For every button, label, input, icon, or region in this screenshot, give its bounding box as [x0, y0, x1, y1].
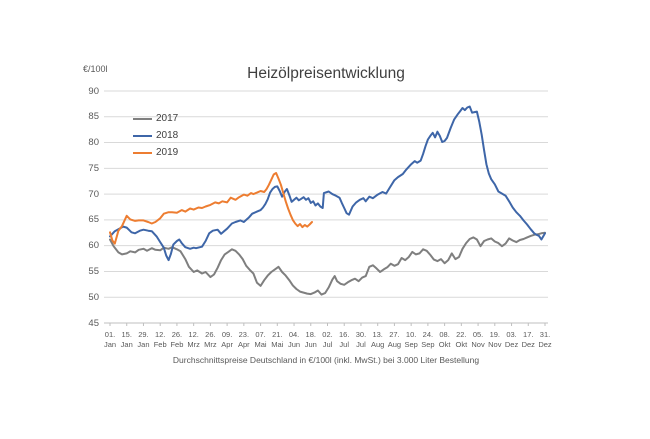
x-tick-label-09-Apr: 09. Apr [221, 330, 233, 349]
legend-label-2018: 2018 [156, 130, 179, 141]
y-tick-label-50: 50 [88, 291, 99, 303]
y-tick-label-80: 80 [88, 137, 99, 149]
x-tick-label-05-Nov: 05. Nov [471, 330, 485, 349]
legend-line-swatch-2018 [133, 134, 152, 137]
chart-title: Heizölpreisentwicklung [247, 65, 405, 82]
x-tick-label-19-Nov: 19. Nov [488, 330, 502, 349]
y-tick-label-65: 65 [88, 214, 99, 226]
legend-label-2019: 2019 [156, 147, 179, 158]
x-tick-label-08-Okt: 08. Okt [438, 330, 451, 349]
x-tick-label-16-Jul: 16. Jul [339, 330, 350, 349]
x-tick-label-31-Dez: 31. Dez [538, 330, 552, 349]
y-tick-label-90: 90 [88, 85, 99, 97]
y-tick-label-85: 85 [88, 111, 99, 123]
x-tick-label-26-Mrz: 26. Mrz [204, 330, 217, 349]
x-tick-label-26-Feb: 26. Feb [170, 330, 184, 349]
y-tick-label-55: 55 [88, 265, 99, 277]
chart-caption: Durchschnittspreise Deutschland in €/100… [172, 355, 480, 365]
y-tick-label-70: 70 [88, 188, 99, 200]
legend-item-2019: 2019 [133, 144, 178, 161]
x-tick-label-23-Apr: 23. Apr [238, 330, 250, 349]
x-tick-label-21-Mai: 21. Mai [271, 330, 284, 349]
x-tick-label-24-Sep: 24. Sep [421, 330, 435, 349]
x-tick-label-29-Jan: 29. Jan [137, 330, 150, 349]
legend-line-swatch-2017 [133, 117, 152, 120]
x-tick-label-04-Jun: 04. Jun [287, 330, 301, 349]
x-tick-label-01-Jan: 01. Jan [103, 330, 117, 349]
x-tick-label-30-Jul: 30. Jul [355, 330, 367, 349]
x-tick-label-03-Dez: 03. Dez [504, 330, 519, 349]
series-line-2018 [109, 105, 546, 262]
x-tick-label-12-Feb: 12. Feb [153, 330, 167, 349]
x-tick-label-13-Aug: 13. Aug [371, 330, 385, 349]
x-tick-label-10-Sep: 10. Sep [404, 330, 418, 349]
legend-item-2017: 2017 [133, 110, 178, 127]
x-tick-label-15-Jan: 15. Jan [120, 330, 133, 349]
legend-item-2018: 2018 [133, 127, 178, 144]
legend-label-2017: 2017 [156, 113, 179, 124]
x-tick-label-17-Dez: 17. Dez [521, 330, 535, 349]
x-tick-label-02-Jul: 02. Jul [322, 330, 333, 349]
y-tick-label-75: 75 [88, 162, 99, 174]
y-tick-label-45: 45 [88, 317, 99, 329]
legend: 2017 2018 2019 [133, 110, 178, 161]
x-tick-label-12-Mrz: 12. Mrz [187, 330, 200, 349]
x-tick-label-27-Aug: 27. Aug [387, 330, 402, 349]
x-tick-label-22-Okt: 22. Okt [455, 330, 468, 349]
y-axis-unit-label: €/100l [83, 64, 108, 74]
series-line-2019 [109, 172, 313, 245]
y-tick-label-60: 60 [88, 240, 99, 252]
x-tick-label-18-Jun: 18. Jun [304, 330, 317, 349]
series-line-2017 [109, 231, 546, 296]
x-tick-label-07-Mai: 07. Mai [254, 330, 267, 349]
legend-line-swatch-2019 [133, 151, 152, 154]
